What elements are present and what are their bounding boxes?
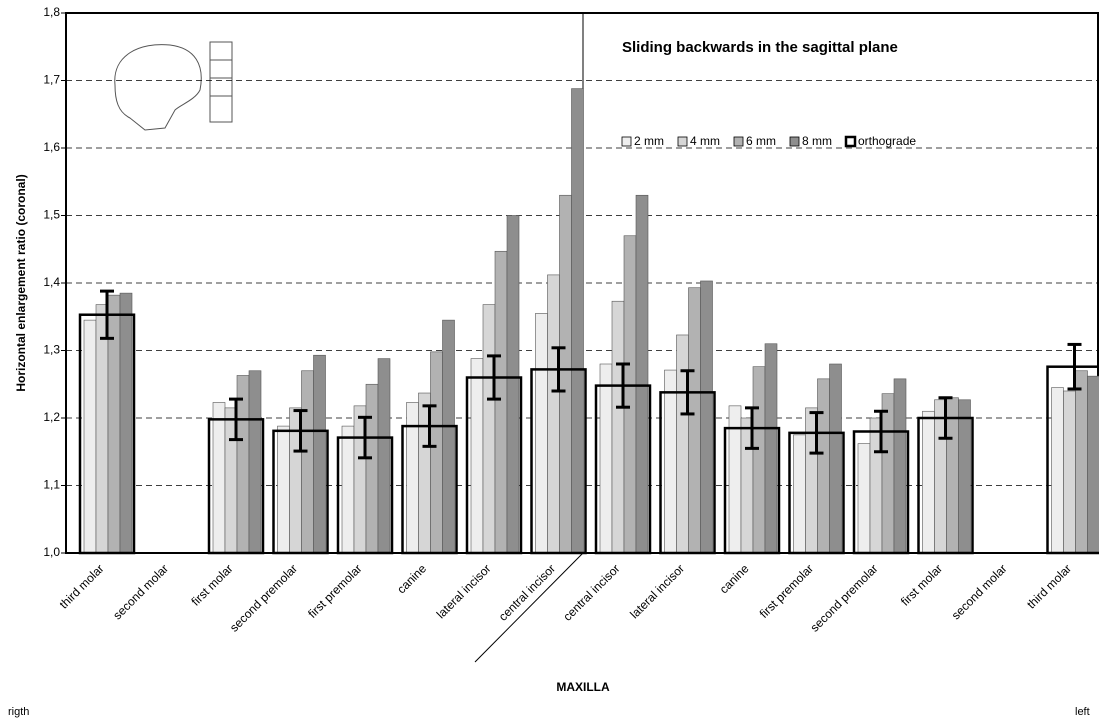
- bar: [237, 375, 249, 553]
- y-tick-label: 1,4: [43, 275, 60, 289]
- bar: [431, 352, 443, 553]
- bar: [830, 364, 842, 553]
- bar: [689, 288, 701, 553]
- x-tick-label: second premolar: [227, 561, 300, 634]
- bar: [624, 236, 636, 553]
- bar: [560, 195, 572, 553]
- x-axis-label: MAXILLA: [556, 680, 610, 694]
- bar: [536, 313, 548, 553]
- bar: [548, 275, 560, 553]
- bar: [677, 335, 689, 553]
- bar: [794, 435, 806, 553]
- x-tick-label: central incisor: [560, 561, 622, 623]
- y-tick-label: 1,7: [43, 73, 60, 87]
- x-tick-label: lateral incisor: [434, 561, 494, 621]
- legend-label: 6 mm: [746, 134, 776, 148]
- legend-label: 8 mm: [802, 134, 832, 148]
- side-note: left: [1075, 706, 1090, 718]
- x-tick-label: third molar: [1024, 561, 1074, 611]
- bar: [665, 370, 677, 553]
- bar: [314, 355, 326, 553]
- bar: [765, 344, 777, 553]
- y-axis-label: Horizontal enlargement ratio (coronal): [14, 174, 28, 391]
- x-tick-label: first premolar: [305, 561, 364, 620]
- bar: [1076, 371, 1088, 553]
- bar: [84, 320, 96, 553]
- y-tick-label: 1,8: [43, 5, 60, 19]
- bar: [120, 293, 132, 553]
- x-tick-label: first molar: [898, 561, 945, 608]
- x-tick-label: lateral incisor: [627, 561, 687, 621]
- bar: [278, 426, 290, 553]
- bar: [249, 371, 261, 553]
- bar: [96, 305, 108, 553]
- y-tick-label: 1,0: [43, 545, 60, 559]
- bar: [1052, 388, 1064, 553]
- x-tick-label: central incisor: [496, 561, 558, 623]
- bar: [213, 402, 225, 553]
- y-tick-label: 1,2: [43, 410, 60, 424]
- x-tick-label: first premolar: [757, 561, 816, 620]
- bar: [923, 411, 935, 553]
- legend-label: 2 mm: [634, 134, 664, 148]
- side-note: rigth: [8, 706, 29, 718]
- chart-title: Sliding backwards in the sagittal plane: [622, 39, 898, 56]
- bar: [753, 367, 765, 553]
- bar: [882, 394, 894, 553]
- bar: [507, 216, 519, 554]
- bar: [894, 379, 906, 553]
- bar: [483, 305, 495, 553]
- y-tick-label: 1,6: [43, 140, 60, 154]
- bar: [495, 251, 507, 553]
- x-tick-label: third molar: [57, 561, 107, 611]
- legend-label: orthograde: [858, 134, 916, 148]
- bar: [818, 379, 830, 553]
- y-tick-label: 1,1: [43, 478, 60, 492]
- bar: [636, 195, 648, 553]
- x-tick-label: canine: [717, 561, 752, 596]
- bar: [443, 320, 455, 553]
- legend-label: 4 mm: [690, 134, 720, 148]
- bar: [302, 371, 314, 553]
- bar: [612, 301, 624, 553]
- bar: [858, 444, 870, 553]
- x-tick-label: second premolar: [808, 561, 881, 634]
- bar: [701, 281, 713, 553]
- bar: [572, 89, 584, 553]
- bar: [366, 384, 378, 553]
- bar: [1088, 376, 1099, 553]
- skull-icon: [115, 42, 232, 130]
- bar: [947, 398, 959, 553]
- x-tick-label: second molar: [110, 561, 171, 622]
- x-tick-label: second molar: [949, 561, 1010, 622]
- legend-swatch: [734, 137, 743, 146]
- bar: [1064, 391, 1076, 553]
- bar: [108, 295, 120, 553]
- legend-swatch: [846, 137, 855, 146]
- bar: [600, 364, 612, 553]
- y-tick-label: 1,3: [43, 343, 60, 357]
- bar: [342, 426, 354, 553]
- y-tick-label: 1,5: [43, 208, 60, 222]
- x-tick-label: canine: [394, 561, 429, 596]
- legend-swatch: [622, 137, 631, 146]
- bar: [471, 359, 483, 553]
- legend-swatch: [790, 137, 799, 146]
- legend-swatch: [678, 137, 687, 146]
- bar: [959, 400, 971, 553]
- x-tick-label: first molar: [188, 561, 235, 608]
- bar: [378, 359, 390, 553]
